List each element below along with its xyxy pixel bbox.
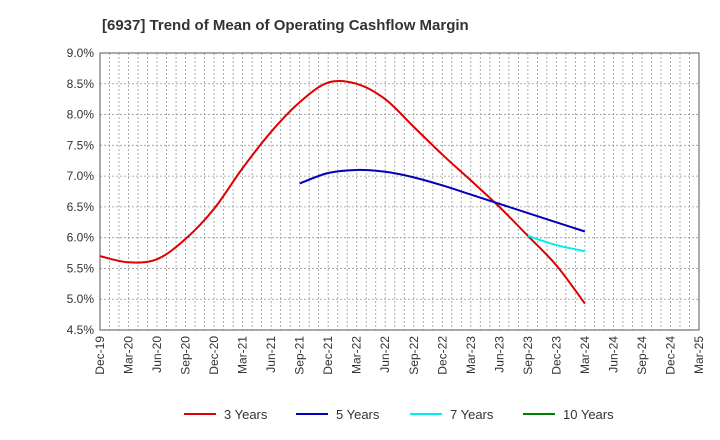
x-tick-label: Dec-20 [207, 336, 221, 375]
legend: 3 Years 5 Years 7 Years 10 Years [184, 407, 614, 422]
series-lines [99, 79, 586, 305]
series-line-3-years [99, 79, 586, 305]
y-tick-label: 5.5% [67, 261, 95, 275]
y-tick-label: 7.0% [67, 169, 95, 183]
x-tick-label: Dec-22 [435, 336, 449, 375]
x-tick-label: Jun-24 [606, 336, 620, 373]
x-tick-label: Mar-22 [350, 336, 364, 374]
x-tick-label: Dec-24 [663, 336, 677, 375]
x-tick-label: Mar-21 [236, 336, 250, 374]
legend-label: 7 Years [450, 407, 494, 422]
legend-label: 10 Years [563, 407, 614, 422]
plot-border [99, 52, 700, 331]
x-tick-label: Jun-20 [150, 336, 164, 373]
x-tick-label: Jun-21 [264, 336, 278, 373]
plot-area [100, 53, 699, 330]
x-axis: Dec-19 Mar-20 Jun-20 Sep-20 Dec-20 Mar-21 Jun-… [93, 336, 706, 375]
x-tick-label: Mar-25 [692, 336, 706, 374]
x-tick-label: Dec-19 [93, 336, 107, 375]
y-tick-label: 6.5% [67, 200, 95, 214]
x-tick-label: Sep-20 [179, 336, 193, 375]
x-tick-label: Jun-22 [378, 336, 392, 373]
y-axis: 9.0% 8.5% 8.0% 7.5% 7.0% 6.5% 6.0% 5.5% 5.0% 4.5% [67, 46, 95, 337]
series-line-7-years [527, 234, 586, 253]
x-tick-label: Sep-21 [293, 336, 307, 375]
y-tick-label: 5.0% [67, 292, 95, 306]
y-tick-label: 8.0% [67, 108, 95, 122]
x-tick-label: Sep-23 [521, 336, 535, 375]
x-tick-label: Dec-21 [321, 336, 335, 375]
legend-label: 3 Years [224, 407, 268, 422]
series-line-5-years [299, 168, 586, 233]
x-tick-label: Dec-23 [549, 336, 563, 375]
y-tick-label: 9.0% [67, 46, 95, 60]
x-tick-label: Jun-23 [492, 336, 506, 373]
legend-label: 5 Years [336, 407, 380, 422]
x-tick-label: Mar-24 [578, 336, 592, 374]
y-tick-label: 8.5% [67, 77, 95, 91]
x-tick-label: Sep-22 [407, 336, 421, 375]
x-tick-label: Mar-23 [464, 336, 478, 374]
y-tick-label: 6.0% [67, 231, 95, 245]
chart-title: [6937] Trend of Mean of Operating Cashfl… [102, 17, 469, 34]
x-tick-label: Mar-20 [122, 336, 136, 374]
x-tick-label: Sep-24 [635, 336, 649, 375]
y-tick-label: 7.5% [67, 138, 95, 152]
y-tick-label: 4.5% [67, 323, 95, 337]
